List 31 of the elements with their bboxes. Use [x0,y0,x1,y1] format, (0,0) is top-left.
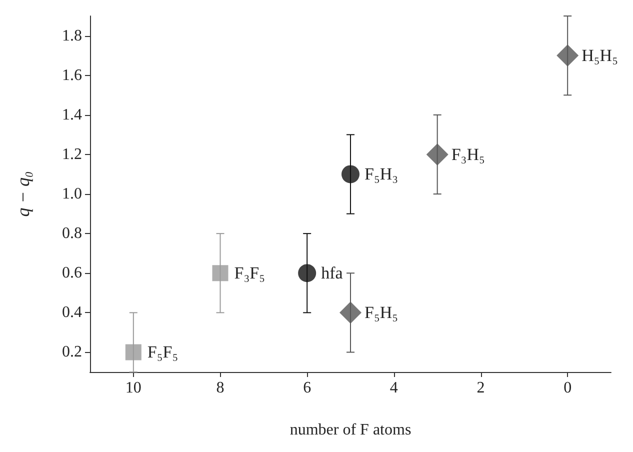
y-axis-title: q − q₀ [13,171,33,217]
annotation: hfa [321,264,344,283]
y-tick-label: 0.2 [62,344,82,361]
point [125,344,142,360]
annotation: F₅H₃ [364,164,398,184]
x-tick-label: 4 [390,380,398,396]
x-tick-label: 8 [216,380,224,396]
x-tick-label: 0 [564,380,572,396]
x-tick-label: 6 [303,380,312,396]
annotation: F₃H₅ [451,144,485,164]
point [340,302,362,324]
y-tick-label: 0.4 [62,304,82,322]
y-tick-label: 0.6 [62,264,82,282]
point [426,143,448,166]
x-axis-title: number of F atoms [290,422,412,438]
annotation: F₅F₅ [147,342,178,362]
y-tick-label: 1.8 [62,27,82,44]
y-tick-label: 1.6 [62,66,82,84]
point [342,165,360,184]
annotation: H₅H₅ [582,46,618,66]
point [212,265,228,282]
point [556,44,579,67]
x-tick-label: 2 [476,380,485,396]
y-tick-label: 1.2 [62,146,82,163]
y-tick-label: 1.0 [62,186,82,202]
y-tick-label: 0.8 [62,225,82,242]
annotation: F₃F₅ [234,264,266,283]
point [298,264,316,282]
y-tick-label: 1.4 [62,106,82,124]
annotation: F₅H₅ [364,303,398,322]
x-tick-label: 10 [125,380,142,396]
